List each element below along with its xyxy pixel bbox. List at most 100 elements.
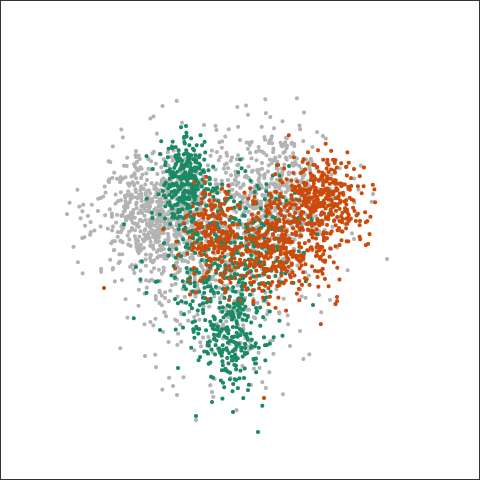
scatter-point bbox=[197, 166, 202, 171]
scatter-point bbox=[242, 298, 247, 303]
scatter-point bbox=[270, 221, 275, 226]
scatter-point bbox=[187, 195, 192, 199]
scatter-point bbox=[284, 136, 289, 141]
scatter-point bbox=[241, 213, 246, 218]
scatter-point bbox=[211, 394, 216, 399]
scatter-point bbox=[368, 214, 373, 219]
scatter-point bbox=[206, 335, 211, 339]
scatter-point bbox=[276, 264, 281, 269]
scatter-point bbox=[170, 195, 174, 200]
scatter-point bbox=[102, 286, 106, 290]
scatter-point bbox=[271, 182, 276, 187]
scatter-point bbox=[273, 208, 277, 213]
scatter-point bbox=[236, 180, 241, 185]
scatter-point bbox=[144, 204, 149, 209]
scatter-point bbox=[132, 271, 137, 275]
scatter-point bbox=[324, 231, 329, 236]
scatter-point bbox=[250, 288, 255, 293]
scatter-point bbox=[153, 297, 158, 302]
scatter-point bbox=[305, 161, 310, 166]
scatter-point bbox=[211, 326, 216, 331]
scatter-point bbox=[154, 218, 159, 223]
scatter-point bbox=[249, 212, 254, 217]
scatter-point bbox=[197, 303, 202, 308]
scatter-point bbox=[216, 249, 221, 254]
scatter-point bbox=[154, 131, 159, 136]
scatter-point bbox=[270, 280, 275, 284]
scatter-point bbox=[232, 272, 237, 276]
scatter-point bbox=[204, 328, 209, 333]
scatter-point bbox=[273, 226, 278, 231]
scatter-point bbox=[89, 202, 94, 207]
scatter-point bbox=[113, 192, 118, 197]
scatter-point bbox=[303, 188, 308, 193]
scatter-point bbox=[254, 274, 259, 278]
scatter-point bbox=[220, 396, 225, 401]
scatter-point bbox=[175, 301, 180, 306]
scatter-point bbox=[169, 283, 174, 288]
scatter-point bbox=[163, 204, 168, 209]
scatter-point bbox=[266, 302, 271, 307]
scatter-point bbox=[179, 125, 183, 130]
scatter-point bbox=[233, 354, 238, 359]
scatter-point bbox=[213, 177, 218, 182]
scatter-point bbox=[319, 192, 324, 197]
scatter-point bbox=[303, 262, 308, 267]
scatter-point bbox=[125, 233, 130, 238]
scatter-point bbox=[284, 199, 289, 203]
scatter-point bbox=[258, 305, 263, 310]
scatter-point bbox=[260, 193, 265, 197]
scatter-point bbox=[163, 216, 167, 221]
scatter-point bbox=[120, 252, 125, 257]
scatter-point bbox=[256, 145, 261, 149]
scatter-point bbox=[227, 277, 232, 281]
scatter-point bbox=[282, 214, 287, 219]
scatter-point bbox=[160, 104, 165, 108]
scatter-point bbox=[261, 271, 266, 276]
scatter-point bbox=[306, 273, 311, 278]
scatter-point bbox=[268, 289, 273, 294]
scatter-point bbox=[129, 192, 134, 197]
scatter-point bbox=[75, 260, 80, 265]
scatter-point bbox=[299, 178, 304, 183]
scatter-point bbox=[340, 216, 345, 221]
scatter-point bbox=[262, 197, 267, 202]
scatter-point bbox=[153, 352, 158, 357]
scatter-point bbox=[226, 127, 231, 132]
scatter-point bbox=[235, 245, 240, 250]
scatter-point bbox=[204, 262, 209, 267]
scatter-point bbox=[179, 299, 184, 304]
scatter-point bbox=[180, 279, 185, 284]
scatter-point bbox=[285, 208, 290, 213]
scatter-point bbox=[246, 175, 251, 180]
scatter-point bbox=[185, 180, 190, 185]
scatter-point bbox=[221, 315, 226, 320]
scatter-point bbox=[231, 222, 236, 227]
scatter-point bbox=[204, 246, 209, 251]
scatter-point bbox=[154, 365, 159, 370]
scatter-point bbox=[328, 246, 333, 251]
scatter-point bbox=[242, 190, 247, 195]
scatter-point bbox=[173, 275, 177, 280]
scatter-point bbox=[188, 255, 193, 260]
scatter-point bbox=[232, 362, 237, 367]
scatter-point bbox=[273, 172, 278, 177]
scatter-point bbox=[297, 123, 302, 128]
scatter-point bbox=[267, 370, 272, 375]
scatter-point bbox=[232, 268, 237, 273]
scatter-point bbox=[173, 153, 178, 158]
scatter-point bbox=[253, 316, 258, 321]
scatter-point bbox=[297, 164, 302, 168]
scatter-point bbox=[135, 221, 140, 226]
scatter-point bbox=[280, 119, 285, 124]
scatter-point bbox=[161, 176, 166, 181]
scatter-point bbox=[227, 304, 232, 309]
scatter-point bbox=[205, 271, 209, 275]
scatter-point bbox=[257, 186, 261, 191]
scatter-point bbox=[251, 227, 256, 232]
scatter-point bbox=[235, 283, 240, 288]
scatter-point bbox=[120, 176, 125, 181]
scatter-point bbox=[182, 294, 187, 299]
scatter-point bbox=[305, 222, 310, 227]
scatter-point bbox=[311, 181, 316, 186]
